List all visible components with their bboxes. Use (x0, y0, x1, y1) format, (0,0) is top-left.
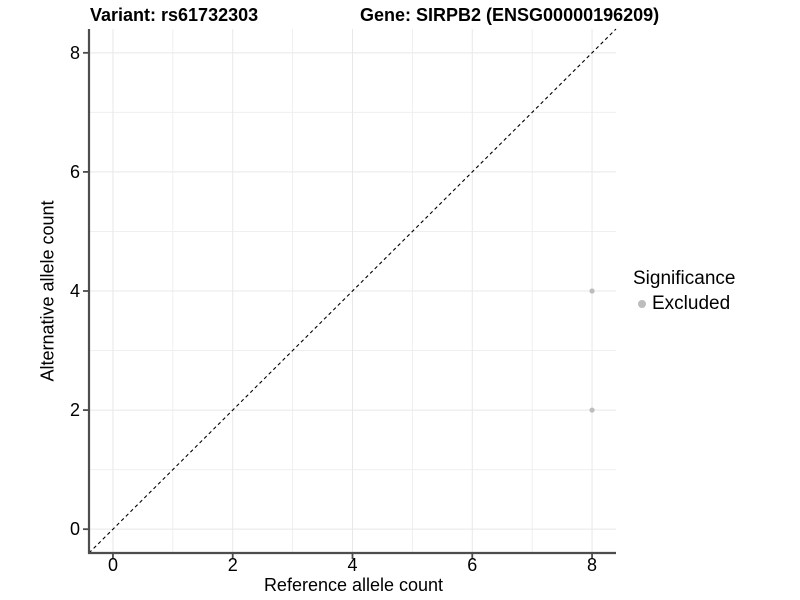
x-axis-title: Reference allele count (263, 575, 444, 595)
legend-item-excluded: Excluded (633, 293, 735, 315)
y-tick-label: 2 (70, 400, 80, 420)
y-axis-title: Alternative allele count (37, 200, 58, 382)
identity-reference-line (88, 28, 617, 554)
legend-title: Significance (633, 268, 736, 289)
data-point (589, 288, 595, 294)
y-tick-label: 4 (70, 281, 80, 301)
variant-title: Variant: rs61732303 (90, 5, 259, 25)
data-point (589, 407, 595, 413)
y-tick-label: 6 (70, 162, 80, 182)
x-tick-label: 8 (587, 555, 597, 575)
x-tick-label: 4 (347, 555, 357, 575)
x-tick-label: 6 (467, 555, 477, 575)
legend-item-label: Excluded (652, 293, 731, 314)
y-tick-label: 0 (70, 519, 80, 539)
x-tick-label: 0 (108, 555, 118, 575)
x-tick-label: 2 (228, 555, 238, 575)
y-tick-label: 8 (70, 43, 80, 63)
gene-title: Gene: SIRPB2 (ENSG00000196209) (360, 5, 660, 25)
legend: Significance Excluded (633, 268, 735, 315)
excluded-point-icon (638, 300, 646, 308)
